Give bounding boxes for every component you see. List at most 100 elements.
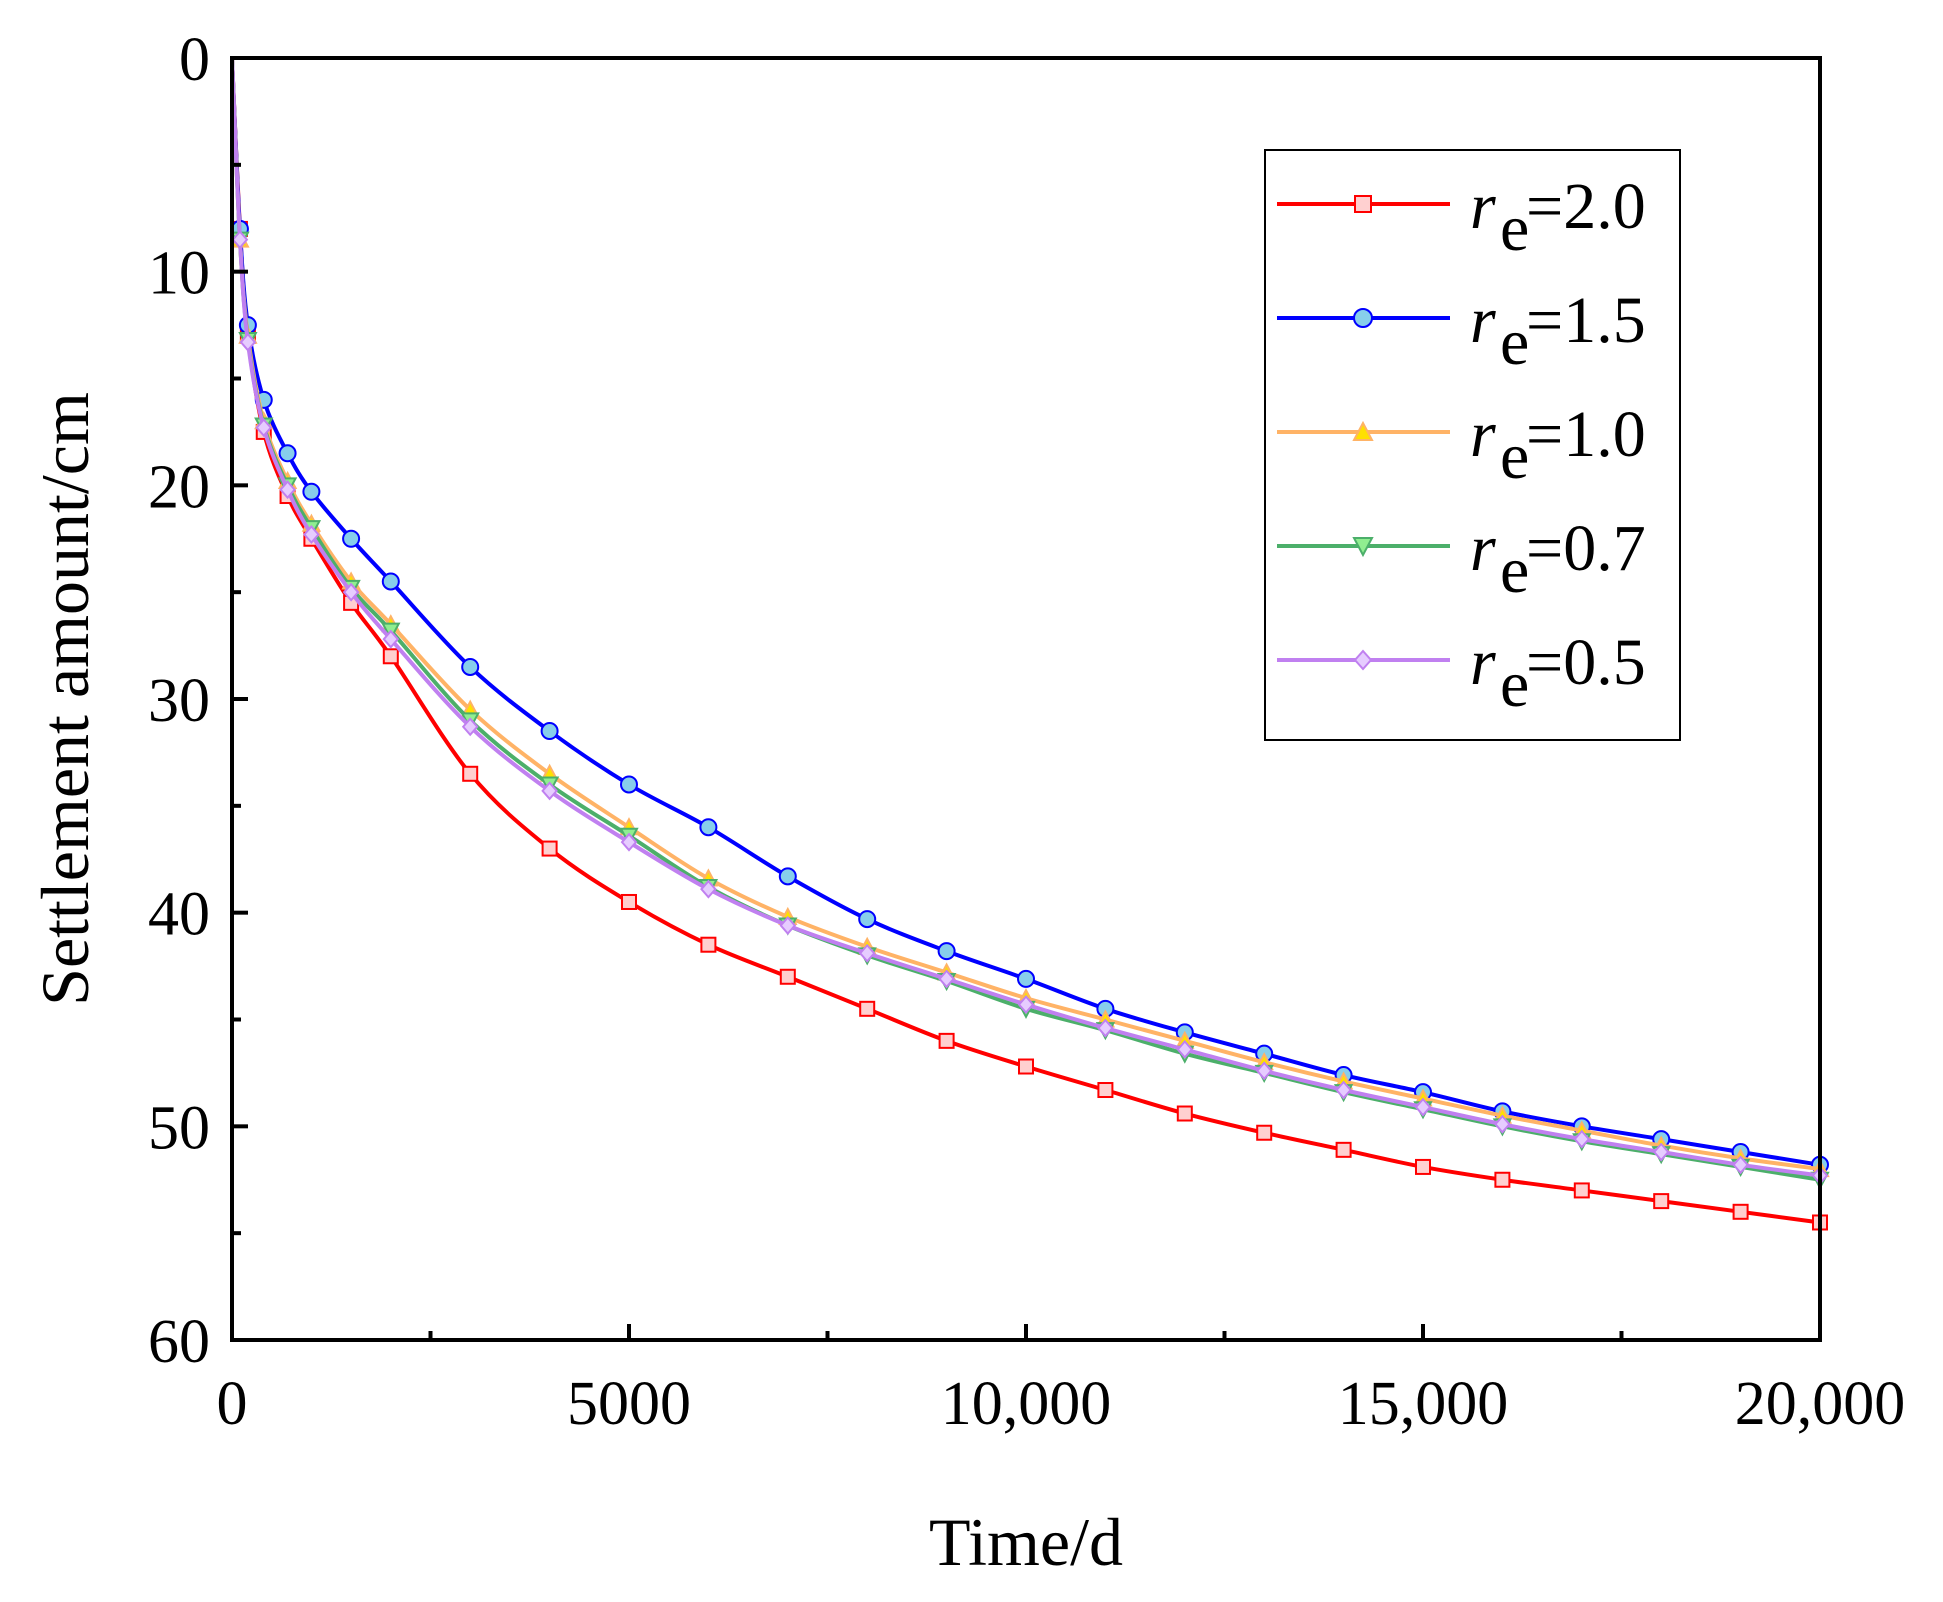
x-tick-label: 10,000 <box>941 1370 1112 1438</box>
legend-label-sub: e <box>1500 192 1529 265</box>
data-point <box>938 1032 955 1049</box>
y-tick-label: 0 <box>179 26 210 94</box>
x-tick-label: 20,000 <box>1735 1370 1906 1438</box>
data-point <box>938 969 955 989</box>
legend-marker <box>1353 308 1373 328</box>
data-point <box>1335 1080 1352 1100</box>
data-point <box>1573 1129 1591 1149</box>
x-tick-label: 0 <box>217 1370 248 1438</box>
data-point <box>1176 1039 1194 1059</box>
x-tick-label: 15,000 <box>1338 1370 1509 1438</box>
legend-item-4: r e=0.5 <box>1277 626 1646 721</box>
data-point <box>1494 1114 1511 1134</box>
x-tick-label: 5000 <box>567 1370 691 1438</box>
data-point <box>461 657 480 676</box>
data-point <box>303 524 320 544</box>
legend-label-sub: e <box>1500 648 1529 721</box>
data-point <box>1256 1124 1273 1141</box>
data-point <box>239 332 257 352</box>
legend-label-sub: e <box>1500 534 1529 607</box>
data-point <box>302 482 321 501</box>
data-point <box>382 629 400 649</box>
data-point <box>1573 1182 1590 1199</box>
legend-label-value: =0.5 <box>1526 626 1646 699</box>
legend-marker <box>1352 537 1374 558</box>
series-1 <box>230 57 1829 1174</box>
legend-marker <box>1353 649 1373 671</box>
data-point <box>778 867 797 886</box>
data-point <box>1653 1193 1670 1210</box>
y-tick-label: 40 <box>148 881 210 949</box>
data-point <box>1255 1061 1273 1081</box>
legend-item-0: r e=2.0 <box>1277 170 1646 265</box>
legend-label-main: r <box>1470 512 1496 585</box>
data-point <box>540 722 559 741</box>
y-axis: 0 10 20 30 40 50 60 <box>148 26 248 1376</box>
x-axis-title: Time/d <box>929 1504 1123 1580</box>
data-point <box>461 717 479 737</box>
legend-label-main: r <box>1470 170 1496 243</box>
legend-label-value: =2.0 <box>1526 170 1646 243</box>
y-tick-label: 50 <box>148 1094 210 1162</box>
data-point <box>1414 1097 1432 1117</box>
legend-marker <box>1354 195 1372 213</box>
data-point <box>342 582 360 602</box>
legend-item-2: r e=1.0 <box>1277 398 1646 493</box>
data-point <box>1097 1082 1114 1099</box>
data-point <box>1176 1105 1193 1122</box>
data-point <box>1415 1158 1431 1175</box>
data-point <box>381 572 400 591</box>
data-point <box>382 648 399 665</box>
data-point <box>278 444 297 463</box>
data-point <box>1017 969 1035 988</box>
data-point <box>937 942 956 961</box>
data-point <box>1018 1058 1034 1075</box>
legend-label-main: r <box>1470 398 1496 471</box>
series-4 <box>230 57 1829 1185</box>
data-point <box>1652 1142 1670 1162</box>
data-point <box>1732 1203 1749 1220</box>
y-tick-label: 20 <box>148 453 210 521</box>
data-point <box>1097 1018 1114 1038</box>
data-point <box>859 1000 876 1017</box>
data-point <box>700 936 717 953</box>
legend-label-main: r <box>1470 626 1496 699</box>
data-point <box>255 418 273 438</box>
legend-label-main: r <box>1470 284 1496 357</box>
data-point <box>779 915 797 936</box>
data-point <box>699 818 718 837</box>
data-point <box>541 781 558 801</box>
data-point <box>462 765 479 782</box>
data-point <box>620 775 638 794</box>
y-tick-label: 60 <box>148 1308 210 1376</box>
y-axis-title: Settlement amount/cm <box>27 392 103 1006</box>
data-point <box>279 480 296 500</box>
y-tick-label: 10 <box>148 240 210 308</box>
data-point <box>342 529 361 548</box>
data-point <box>1017 995 1035 1015</box>
legend-label-value: =1.5 <box>1526 284 1646 357</box>
data-point <box>1732 1155 1749 1175</box>
legend-box <box>1264 149 1681 741</box>
data-point <box>620 832 638 852</box>
data-point <box>858 943 876 963</box>
legend-label-value: =0.7 <box>1526 512 1646 585</box>
data-point <box>1494 1171 1511 1188</box>
data-point <box>858 910 877 929</box>
data-point <box>700 879 717 899</box>
data-point <box>621 893 637 910</box>
x-axis: 0 5000 10,000 15,000 20,000 <box>217 1324 1906 1438</box>
data-point <box>541 840 558 857</box>
legend-label-value: =1.0 <box>1526 398 1646 471</box>
legend-marker <box>1352 420 1374 441</box>
data-point <box>1335 1141 1352 1158</box>
data-point <box>779 968 796 985</box>
legend-label-sub: e <box>1500 306 1529 379</box>
y-tick-label: 30 <box>148 667 210 735</box>
legend-item-1: r e=1.5 <box>1277 284 1646 379</box>
legend-label-sub: e <box>1500 420 1529 493</box>
legend: r e=2.0r e=1.5r e=1.0r e=0.7r e=0.5 <box>1264 149 1681 741</box>
data-point <box>231 230 249 250</box>
series-line <box>230 57 1821 1178</box>
